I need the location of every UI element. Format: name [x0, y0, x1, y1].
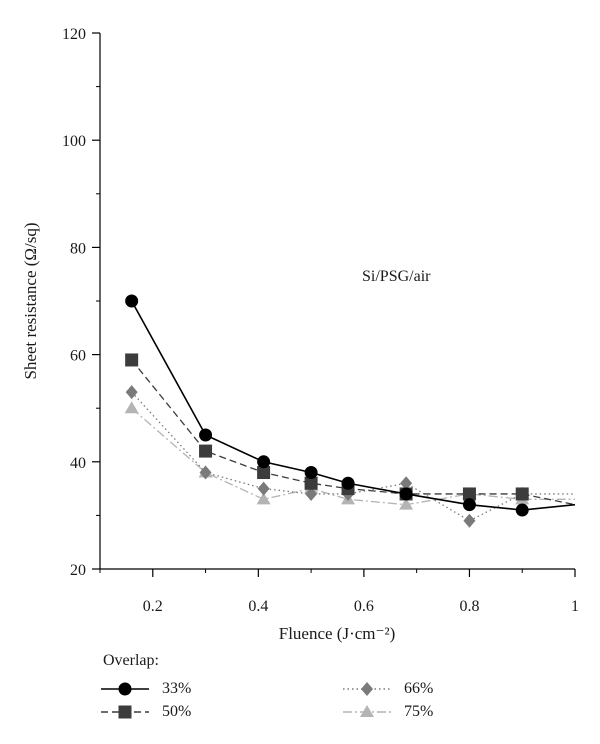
data-point	[199, 465, 212, 480]
x-tick-label: 1	[571, 598, 579, 615]
data-point	[399, 487, 413, 501]
legend-item-66: 66%	[342, 678, 433, 700]
data-point	[199, 444, 213, 458]
data-point	[304, 466, 318, 480]
x-tick-label: 0.8	[459, 598, 479, 615]
legend-item-33: 33%	[100, 678, 191, 700]
data-point	[257, 481, 270, 496]
data-point	[304, 476, 318, 490]
data-point	[399, 497, 414, 510]
legend-label-33: 33%	[162, 680, 192, 697]
legend-marker	[118, 682, 132, 696]
x-tick-label: 0.4	[248, 598, 268, 615]
data-point	[125, 385, 138, 400]
data-point	[463, 513, 476, 528]
ticks: 20 40 60 80 100 120 0.2 0.4 0.6 0.8 1	[62, 26, 579, 615]
series-66	[125, 385, 575, 528]
legend-marker	[361, 682, 373, 696]
y-tick-label: 100	[62, 133, 86, 150]
x-tick-label: 0.2	[143, 598, 163, 615]
data-point	[400, 476, 413, 491]
data-point	[124, 401, 139, 414]
data-point	[199, 428, 213, 442]
series-line	[131, 407, 575, 506]
legend-marker-33	[101, 682, 149, 696]
data-point	[125, 353, 139, 367]
series-33	[125, 294, 576, 517]
x-tick-label: 0.6	[354, 598, 374, 615]
legend-label-50: 50%	[162, 703, 192, 720]
axes	[99, 33, 575, 570]
data-point	[257, 455, 271, 469]
y-tick-label: 80	[70, 240, 86, 257]
x-axis-label: Fluence (J·cm⁻²)	[279, 624, 396, 643]
legend-marker	[118, 705, 132, 719]
data-point	[305, 486, 318, 501]
legend-marker	[360, 705, 374, 717]
series-line	[130, 300, 576, 511]
data-point	[125, 294, 139, 308]
data-point	[256, 492, 271, 505]
y-axis-label: Sheet resistance (Ω/sq)	[21, 222, 40, 379]
data-point	[462, 487, 476, 501]
legend-item-75: 75%	[342, 701, 433, 723]
y-tick-label: 20	[70, 562, 86, 579]
series-layer	[124, 294, 576, 528]
y-tick-label: 120	[62, 26, 86, 43]
legend-label-66: 66%	[404, 680, 434, 697]
legend-marker-50	[101, 705, 149, 719]
data-point	[341, 476, 355, 490]
legend-label-75: 75%	[404, 703, 434, 720]
chart-annotation: Si/PSG/air	[362, 268, 431, 285]
data-point	[257, 466, 271, 480]
legend-title: Overlap:	[103, 652, 159, 669]
legend-item-50: 50%	[100, 701, 191, 723]
data-point	[515, 487, 529, 501]
data-point	[515, 503, 529, 517]
legend-marker-75	[343, 705, 391, 717]
y-tick-label: 40	[70, 455, 86, 472]
data-point	[462, 498, 476, 512]
legend-marker-66	[343, 682, 391, 696]
y-tick-label: 60	[70, 348, 86, 365]
